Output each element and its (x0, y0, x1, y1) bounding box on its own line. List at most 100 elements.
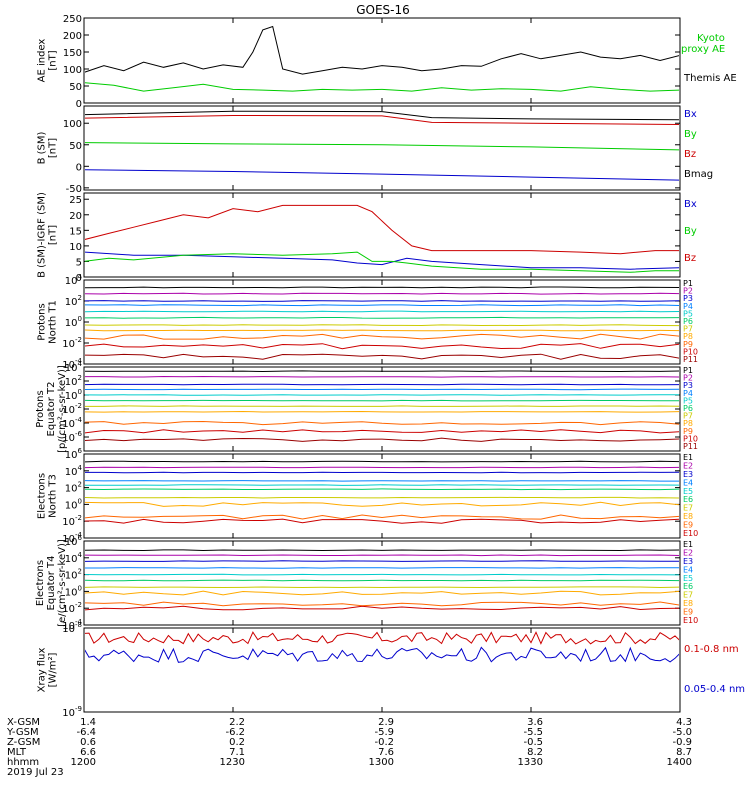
legend-E7: E7 (683, 504, 693, 513)
legend-P5: P5 (683, 396, 693, 405)
legend-E5: E5 (683, 574, 693, 583)
y-tick-label: 106 (65, 447, 83, 461)
channel-line-E2 (85, 554, 679, 557)
legend-proxy-ae: proxy AE (681, 44, 725, 55)
legend-E7: E7 (683, 591, 693, 600)
legend-E6: E6 (683, 582, 693, 591)
legend-P11: P11 (683, 355, 698, 364)
legend-P8: P8 (683, 332, 693, 341)
y-tick-label: 10-4 (62, 531, 82, 545)
channel-line-P4 (85, 304, 679, 307)
y-axis-title: [nT] (48, 50, 59, 70)
channel-line-E6 (85, 488, 679, 491)
y-tick-label: 5 (76, 257, 82, 268)
legend-P8: P8 (683, 419, 693, 428)
legend-E1: E1 (683, 453, 693, 462)
y-tick-label: 104 (65, 273, 83, 287)
legend-P5: P5 (683, 309, 693, 318)
ephemeris-cell: -6.2 (225, 727, 245, 738)
legend-themis-ae: Themis AE (683, 73, 737, 84)
y-axis-title: [W/m²] (48, 652, 59, 687)
y-tick-label: 104 (65, 360, 83, 374)
y-axis-title: Protons (35, 390, 46, 427)
legend-P1: P1 (683, 366, 693, 375)
y-axis-title: North T3 (48, 474, 59, 518)
y-tick-label: 100 (65, 388, 82, 402)
y-axis-title: Xray flux (37, 648, 48, 693)
y-tick-label: 10-4 (62, 416, 82, 430)
channel-line-E3 (85, 560, 679, 562)
y-tick-label: 0 (76, 99, 82, 110)
legend-E4: E4 (683, 565, 693, 574)
date-label: 2019 Jul 23 (7, 767, 64, 778)
y-tick-label: 10-2 (62, 514, 82, 528)
y-axis-title: Equator T4 (46, 556, 57, 611)
series-group (85, 25, 679, 92)
ephemeris-cell: 1330 (518, 757, 543, 768)
channel-line-P10 (85, 343, 679, 350)
channel-line-P6 (85, 399, 679, 402)
legend-P7: P7 (683, 412, 693, 421)
ephemeris-cell: -0.9 (672, 737, 692, 748)
series-line-kyoto-proxy-ae (85, 82, 679, 92)
channel-line-P5 (85, 394, 679, 396)
channel-line-P1 (85, 286, 679, 289)
channel-line-P9 (85, 333, 679, 340)
ephemeris-cell: 6.6 (80, 747, 96, 758)
ephemeris-cell: 1200 (71, 757, 96, 768)
channel-line-E10 (85, 518, 679, 524)
y-axis-title: Protons (37, 303, 48, 340)
ephemeris-row-label: hhmm (7, 757, 39, 768)
legend-bz: Bz (684, 149, 696, 160)
series-line-0.05-0.4 nm (85, 646, 679, 663)
ephemeris-cell: 0.2 (229, 737, 245, 748)
ephemeris-cell: 8.7 (676, 747, 692, 758)
legend-kyoto: Kyoto (697, 33, 725, 44)
y-tick-label: 150 (63, 48, 82, 59)
series-group (85, 370, 679, 442)
channel-line-E1 (85, 549, 679, 552)
series-group (85, 286, 679, 360)
legend-E1: E1 (683, 540, 693, 549)
series-line-bmag (85, 110, 679, 121)
y-tick-label: 10-2 (62, 601, 82, 615)
panel-frame (83, 279, 681, 365)
y-tick-label: 10-9 (62, 705, 82, 719)
series-line-bx (85, 169, 679, 181)
ephemeris-cell: 2.2 (229, 717, 245, 728)
series-line-0.1-0.8 nm (85, 631, 679, 645)
y-axis-title: Electrons (35, 560, 46, 606)
channel-line-P5 (85, 310, 679, 313)
channel-line-E8 (85, 501, 679, 507)
legend-E2: E2 (683, 548, 693, 557)
y-axis-title: [nT] (48, 225, 59, 245)
y-tick-label: 104 (65, 464, 83, 478)
ephemeris-cell: 1300 (369, 757, 394, 768)
panel-p_north: 10-4 10-2 100 102 104 Protons North T1 P1P2P3P4… (37, 273, 699, 371)
series-group (85, 460, 679, 524)
legend-P2: P2 (683, 287, 693, 296)
y-tick-label: 100 (63, 119, 82, 130)
panel-frame (83, 540, 681, 626)
ephemeris-cell: 1230 (220, 757, 245, 768)
legend-E8: E8 (683, 599, 693, 608)
legend-P10: P10 (683, 434, 698, 443)
plot-title: GOES-16 (356, 3, 410, 17)
channel-line-P1 (85, 370, 679, 373)
legend-E9: E9 (683, 521, 693, 530)
channel-line-P11 (85, 353, 679, 360)
panel-frame (83, 366, 681, 452)
y-tick-label: 106 (65, 534, 83, 548)
legend-P6: P6 (683, 404, 693, 413)
channel-line-E2 (85, 466, 679, 469)
channel-line-P2 (85, 375, 679, 378)
legend-P4: P4 (683, 389, 693, 398)
ephemeris-cell: -6.4 (76, 727, 96, 738)
legend-P4: P4 (683, 302, 693, 311)
channel-line-P7 (85, 405, 679, 407)
y-tick-label: -50 (66, 184, 82, 195)
legend-E3: E3 (683, 470, 693, 479)
